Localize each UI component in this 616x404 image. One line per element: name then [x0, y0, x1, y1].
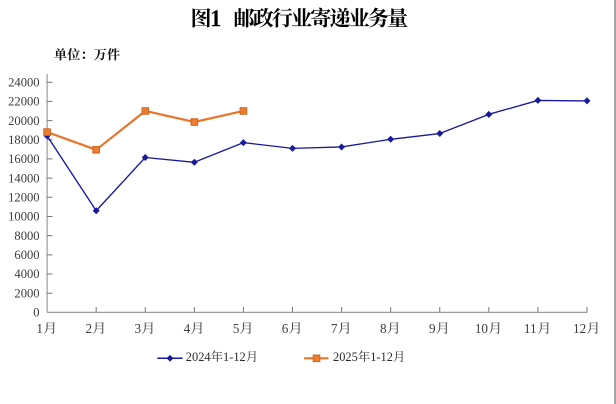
svg-text:5: 5 — [233, 321, 240, 336]
svg-text:16000: 16000 — [8, 152, 39, 166]
svg-text:7: 7 — [331, 321, 338, 336]
svg-text:1-12: 1-12 — [370, 350, 393, 364]
svg-text:9: 9 — [429, 321, 436, 336]
svg-text:12: 12 — [573, 321, 586, 336]
svg-text:20000: 20000 — [8, 114, 39, 128]
svg-text:14000: 14000 — [8, 171, 39, 185]
svg-text:4: 4 — [184, 321, 191, 336]
svg-text:8000: 8000 — [14, 229, 39, 243]
svg-text:11: 11 — [524, 321, 537, 336]
svg-text:22000: 22000 — [8, 95, 39, 109]
svg-text:2000: 2000 — [14, 286, 39, 300]
svg-text:4000: 4000 — [14, 267, 39, 281]
svg-text:3: 3 — [135, 321, 142, 336]
svg-text:2024: 2024 — [186, 350, 211, 364]
svg-text:10000: 10000 — [8, 210, 39, 224]
svg-text:24000: 24000 — [8, 75, 39, 89]
svg-text:1: 1 — [36, 321, 43, 336]
svg-text:18000: 18000 — [8, 133, 39, 147]
svg-text:6: 6 — [282, 321, 289, 336]
svg-text:1-12: 1-12 — [223, 350, 246, 364]
svg-text:0: 0 — [33, 306, 39, 320]
svg-text:6000: 6000 — [14, 248, 39, 262]
svg-text:12000: 12000 — [8, 191, 39, 205]
svg-text:2025: 2025 — [333, 350, 358, 364]
svg-text:8: 8 — [380, 321, 387, 336]
svg-text:2: 2 — [85, 321, 92, 336]
svg-text:10: 10 — [475, 321, 489, 336]
